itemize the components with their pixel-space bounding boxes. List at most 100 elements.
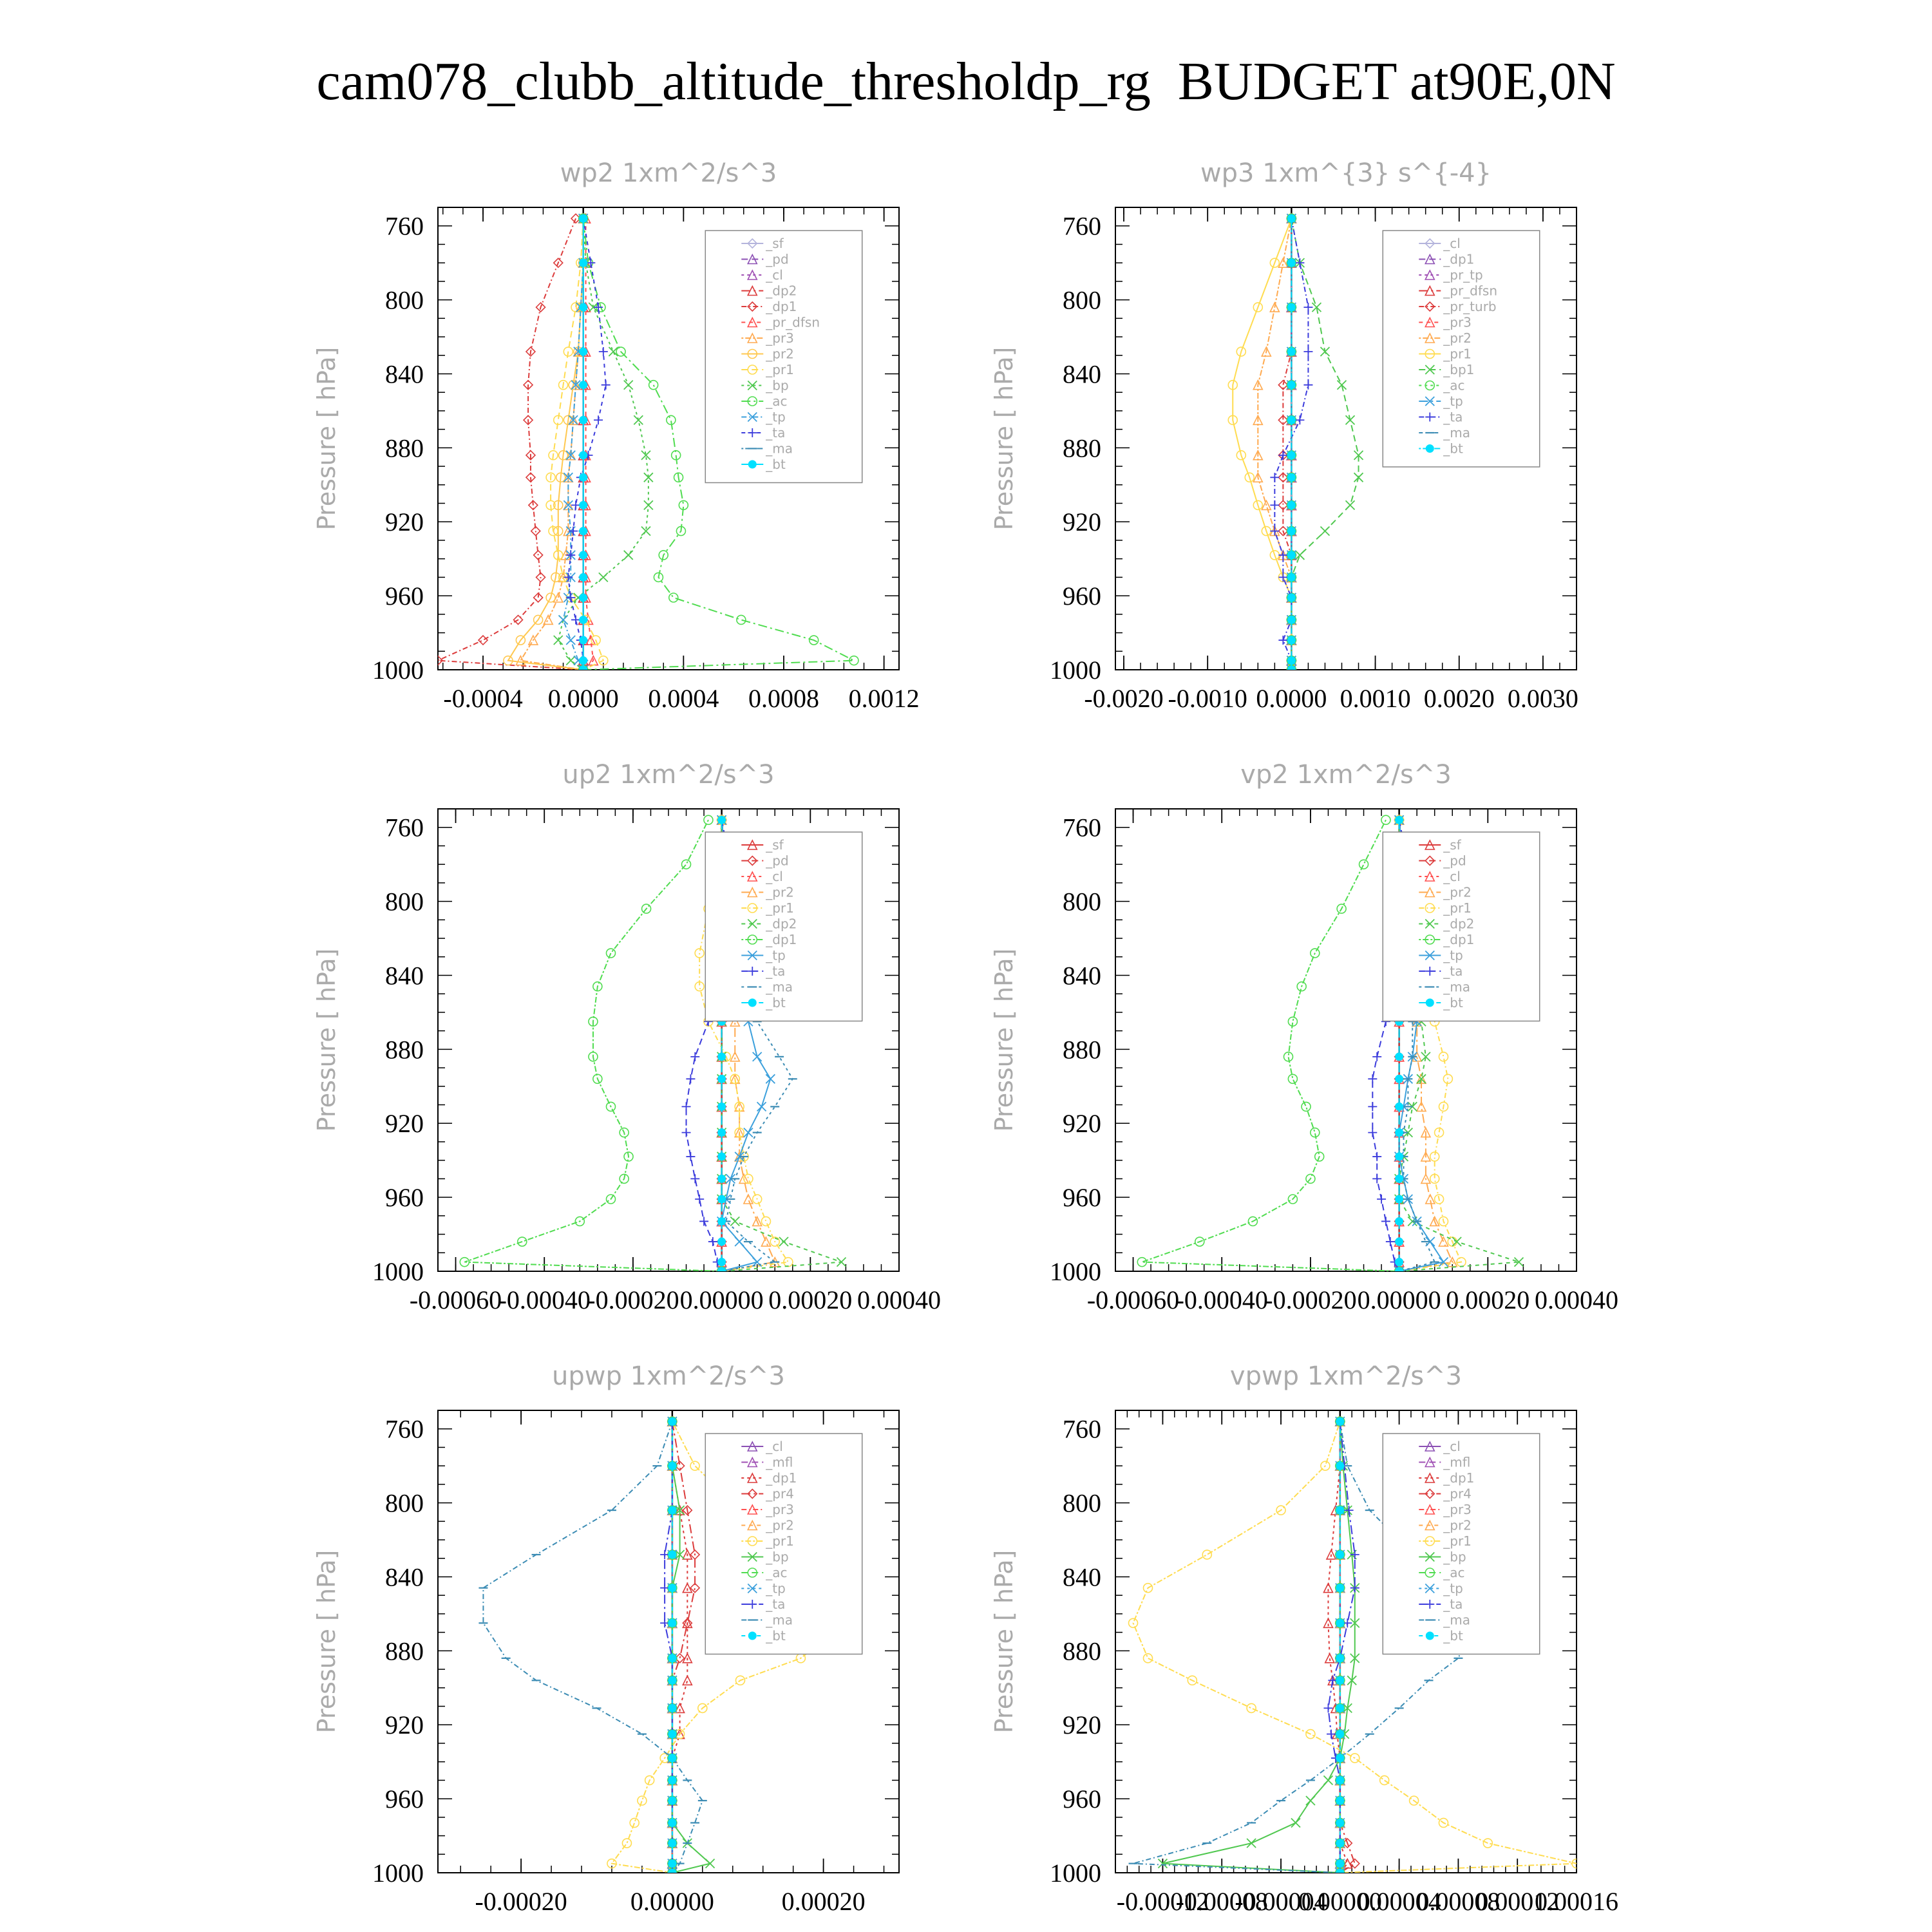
legend-marker — [1424, 285, 1435, 296]
data-point_bt — [1336, 1703, 1345, 1712]
data-point_bp — [623, 380, 634, 390]
data-point_pr1 — [1142, 1582, 1153, 1593]
legend-label: _pr1 — [765, 1533, 794, 1549]
data-point_pr3 — [527, 634, 539, 645]
data-point_bt — [579, 303, 588, 312]
data-point_bt — [1395, 1152, 1404, 1161]
legend-marker — [1425, 934, 1435, 945]
data-point_dp1 — [1310, 1127, 1320, 1138]
data-point_dp1 — [588, 1016, 598, 1027]
data-point_bt — [668, 1868, 677, 1873]
series-line_dp1 — [464, 819, 722, 1271]
data-point_pr_turb — [1278, 526, 1289, 536]
data-point_ta — [1368, 1102, 1378, 1112]
series-line_bp — [1162, 1421, 1356, 1873]
legend-label: _cl — [765, 1439, 783, 1454]
legend-label: _bp — [765, 378, 788, 393]
legend-label: _pr1 — [1443, 900, 1472, 916]
legend-marker — [746, 269, 758, 280]
series-line_bp1 — [1291, 218, 1359, 670]
data-point_bt — [1395, 1102, 1404, 1111]
chart-panel-6: vpwp 1xm^2/s^3 Pressure [ hPa] 760 800 840 88… — [990, 1361, 1618, 1916]
data-point_dp1 — [641, 904, 652, 914]
data-point_ac — [666, 415, 676, 426]
data-point_pr4 — [682, 1618, 693, 1629]
x-tick-label: 0.00000 — [680, 1285, 764, 1314]
data-point_pr1 — [730, 1074, 741, 1084]
data-point_pr2 — [1416, 1073, 1427, 1084]
plot-area — [438, 213, 859, 670]
data-point_bt — [1287, 451, 1296, 460]
legend-label: _tp — [765, 410, 786, 425]
data-point_bp — [633, 415, 643, 425]
legend-label: _pr1 — [765, 900, 794, 916]
data-point_dp2 — [836, 1257, 847, 1267]
y-tick-label: 960 — [1063, 1183, 1101, 1212]
data-point_pr1 — [1438, 1052, 1449, 1062]
data-point_ta — [1270, 526, 1280, 536]
data-point_bp1 — [1320, 526, 1331, 536]
data-point_pr1 — [621, 1838, 632, 1848]
data-point_pr1 — [548, 526, 558, 536]
data-point_bt — [1336, 1550, 1345, 1559]
legend-label: _mfl — [1443, 1455, 1470, 1470]
data-point_tp — [1394, 1266, 1405, 1271]
legend-label: _pr_dfsn — [1443, 283, 1497, 299]
x-tick-label: 0.00000 — [1298, 1887, 1382, 1916]
data-point_ta — [1377, 1194, 1387, 1204]
data-point_dp1 — [1296, 981, 1307, 992]
y-tick-label: 880 — [385, 1035, 424, 1064]
plot-area — [1227, 213, 1364, 670]
data-point_dp1 — [674, 1702, 685, 1714]
chart-panel-3: up2 1xm^2/s^3 Pressure [ hPa] 760 800 840 880… — [312, 760, 941, 1314]
series-line_dp1 — [438, 218, 583, 670]
legend-label: _ta — [1443, 963, 1463, 979]
legend-label: _pd — [765, 252, 788, 267]
data-point_bt — [579, 381, 588, 390]
y-tick-label: 960 — [385, 1785, 424, 1814]
data-point_dp1 — [525, 472, 536, 483]
y-tick-label: 760 — [385, 1415, 424, 1444]
data-point_bt — [668, 1654, 677, 1663]
legend-marker — [747, 950, 757, 961]
data-point_pr2 — [568, 379, 578, 390]
legend-label: _ma — [765, 441, 793, 457]
data-point_pr1 — [1244, 472, 1255, 483]
legend-label: _bp — [765, 1549, 788, 1565]
legend-marker — [1425, 444, 1434, 453]
data-point_dp1 — [1301, 1101, 1311, 1112]
legend-marker — [1425, 1600, 1435, 1609]
data-point_tp — [1335, 1868, 1345, 1873]
x-tick-label: 0.00012 — [1475, 1887, 1559, 1916]
data-point_pr1 — [1320, 1461, 1331, 1471]
data-point_ta — [1303, 380, 1313, 390]
y-tick-label: 800 — [385, 286, 424, 315]
data-point_tp — [563, 500, 573, 511]
figure-title: cam078_clubb_altitude_thresholdp_rg BUDG… — [316, 52, 1616, 111]
legend-marker — [1425, 1488, 1435, 1499]
y-tick-label: 880 — [385, 1636, 424, 1665]
legend-label: _pr3 — [765, 1502, 794, 1517]
y-tick-label: 880 — [1063, 1035, 1101, 1064]
series-line_pr2 — [1257, 218, 1293, 670]
data-point_pr2 — [1253, 379, 1264, 390]
legend-label: _ta — [1443, 410, 1463, 425]
x-tick-label: 0.0008 — [748, 684, 819, 713]
data-point_bt — [579, 415, 588, 424]
data-point_pr1 — [690, 1461, 700, 1471]
legend-label: _bt — [765, 995, 786, 1010]
data-point_pr1 — [734, 1127, 744, 1138]
legend-marker — [1425, 238, 1435, 249]
legend-marker — [748, 460, 757, 469]
data-point_dp2 — [1416, 1074, 1426, 1084]
data-point_ta — [564, 573, 573, 582]
data-point_dp1 — [522, 379, 534, 390]
data-point_bt — [1287, 527, 1296, 536]
legend-label: _pr2 — [1443, 885, 1472, 900]
data-point_pr2 — [1438, 1236, 1449, 1247]
data-point_bt — [1395, 1267, 1404, 1271]
data-point_dp1 — [553, 258, 564, 269]
data-point_dp1 — [1325, 1549, 1337, 1560]
legend-label: _mfl — [765, 1455, 793, 1470]
data-point_ta — [681, 1102, 691, 1112]
